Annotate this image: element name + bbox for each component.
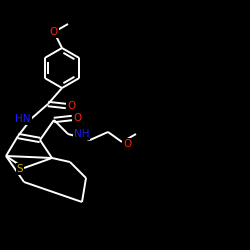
Text: O: O xyxy=(123,139,131,149)
Text: HN: HN xyxy=(16,114,31,124)
Text: S: S xyxy=(17,164,23,174)
Text: O: O xyxy=(50,27,58,37)
Text: O: O xyxy=(67,101,75,111)
Text: NH: NH xyxy=(74,129,90,139)
Text: O: O xyxy=(73,113,81,123)
